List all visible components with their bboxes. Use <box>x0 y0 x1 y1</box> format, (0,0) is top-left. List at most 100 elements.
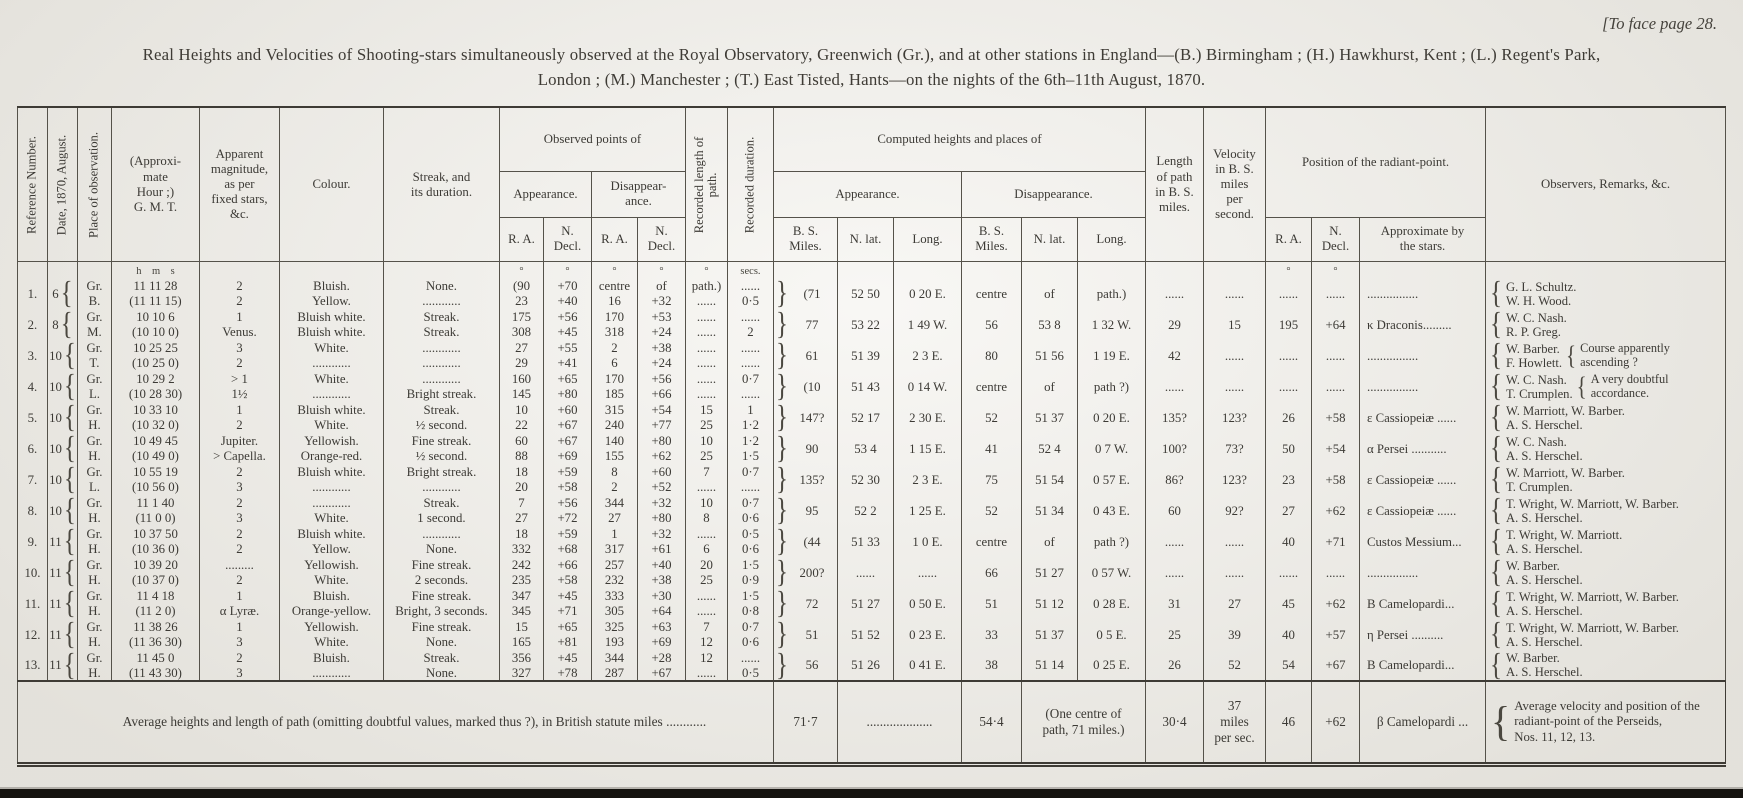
cell-date: 10{ <box>46 431 78 467</box>
comp-miles-wrap: } 135? <box>776 464 835 496</box>
page-title: Real Heights and Velocities of Shooting-… <box>0 0 1743 92</box>
cell-length: 60 <box>1145 495 1204 527</box>
unit-cell <box>1358 261 1487 279</box>
cell-velocity: 27 <box>1203 588 1266 620</box>
observers-wrap: {W. Marriott, W. Barber. T. Crumplen. <box>1490 464 1723 496</box>
cell-magnitude: 3 <box>198 479 280 496</box>
cell-duration: ...... <box>726 386 774 403</box>
cell-comp-app-long: 2 30 E. <box>892 402 962 434</box>
observers-wrap: {W. C. Nash. T. Crumplen.{A very doubtfu… <box>1490 369 1723 405</box>
cell-dis-decl: +24 <box>636 324 686 341</box>
cell-reference-number: 12. <box>16 619 48 651</box>
cell-comp-dis-miles: 51 <box>960 588 1022 620</box>
col-header-comp-dis-long: Long. <box>1076 216 1147 262</box>
cell-comp-dis-miles: 56 <box>960 309 1022 341</box>
unit-cell <box>16 261 48 279</box>
cell-dis-ra: 305 <box>590 603 638 620</box>
brace-icon: { <box>63 462 76 498</box>
cell-rad-ra: 40 <box>1265 619 1312 651</box>
cell-velocity: 123? <box>1203 464 1266 496</box>
unit-cell <box>1145 261 1204 279</box>
cell-dis-ra: 2 <box>590 479 638 496</box>
cell-place: Gr. <box>76 619 112 635</box>
cell-dis-ra: 257 <box>590 557 638 573</box>
cell-streak: None. <box>382 634 500 651</box>
observation-row: H. (11 36 30) 3 White. None. 165 +81 193 +69 12 0·… <box>17 634 1725 651</box>
cell-duration: 0·6 <box>726 634 774 651</box>
cell-dis-ra: 344 <box>590 650 638 666</box>
unit-cell <box>382 261 500 279</box>
cell-dis-decl: +38 <box>636 572 686 589</box>
observation-row: 9. 11{Gr. 10 37 50 2 Bluish white...........… <box>16 526 1727 558</box>
cell-rad-ra: ...... <box>1265 340 1312 372</box>
cell-duration: 0·6 <box>726 541 774 558</box>
cell-dis-ra: 318 <box>590 324 638 341</box>
unit-cell: secs. <box>726 261 774 279</box>
average-radiant-stars: β Camelopardi ... <box>1358 680 1486 765</box>
col-header-date-label: Date, 1870, August. <box>54 134 69 235</box>
brace-icon: { <box>63 431 76 467</box>
cell-date: 11{ <box>46 526 78 558</box>
cell-rad-ra: 26 <box>1265 402 1312 434</box>
cell-path: 25 <box>684 417 728 434</box>
cell-length: 26 <box>1145 650 1204 682</box>
cell-colour: White. <box>278 634 384 651</box>
date-value: 11 <box>49 658 62 673</box>
cell-hour: (10 36 0) <box>110 541 200 558</box>
cell-comp-app-lat: 52 17 <box>836 402 894 434</box>
cell-app-decl: +81 <box>542 634 592 651</box>
cell-dis-decl: +38 <box>636 340 686 356</box>
cell-magnitude: 3 <box>198 665 280 682</box>
cell-dis-decl: +61 <box>636 541 686 558</box>
cell-rad-ra: ...... <box>1265 557 1312 589</box>
cell-place: Gr. <box>76 402 112 418</box>
cell-place: H. <box>76 541 112 558</box>
cell-comp-app-long: 0 20 E. <box>892 278 962 310</box>
comp-app-miles-value: 147? <box>799 410 825 425</box>
cell-app-decl: +58 <box>542 572 592 589</box>
cell-app-decl: +71 <box>542 603 592 620</box>
cell-hour: (11 0 0) <box>110 510 200 527</box>
cell-app-decl: +56 <box>542 309 592 325</box>
cell-duration: ...... <box>726 340 774 356</box>
comp-miles-wrap: } 51 <box>776 619 835 651</box>
cell-rad-ra: ...... <box>1265 278 1312 310</box>
cell-duration: 0·5 <box>726 526 774 542</box>
cell-velocity: ...... <box>1203 278 1266 310</box>
cell-dis-decl: +53 <box>636 309 686 325</box>
cell-rad-stars: κ Draconis......... <box>1358 309 1487 341</box>
cell-date: 10{ <box>46 371 78 403</box>
cell-comp-dis-long: 0 43 E. <box>1076 495 1147 527</box>
page-title-line-2: London ; (M.) Manchester ; (T.) East Tis… <box>537 70 1206 90</box>
col-header-comp-dis-bs-miles: B. S. Miles. <box>960 216 1022 262</box>
cell-reference-number: 4. <box>16 371 48 403</box>
cell-rad-ra: 40 <box>1265 526 1312 558</box>
unit-cell: h m s <box>110 261 200 279</box>
cell-comp-dis-lat: 52 4 <box>1020 433 1078 465</box>
cell-velocity: 39 <box>1203 619 1266 651</box>
comp-miles-wrap: } 200? <box>776 557 835 589</box>
cell-hour: (11 11 15) <box>110 293 200 310</box>
cell-streak: 2 seconds. <box>382 572 500 589</box>
cell-streak: ............ <box>382 355 500 372</box>
cell-velocity: ...... <box>1203 371 1266 403</box>
brace-icon: { <box>1490 369 1503 405</box>
observation-row: H. (10 32 0) 2 White. ½ second. 22 +67 240 +77 25… <box>17 417 1725 434</box>
cell-streak: None. <box>382 665 500 682</box>
observation-row: H. (10 36 0) 2 Yellow. None. 332 +68 317 +61 6 0·6 <box>17 541 1725 558</box>
col-header-app-ra: R. A. <box>498 216 544 262</box>
subheader-computed-appearance: Appearance. <box>772 170 962 218</box>
cell-dis-ra: 27 <box>590 510 638 527</box>
cell-colour: Yellowish. <box>278 619 384 635</box>
cell-app-ra: 10 <box>498 402 544 418</box>
cell-comp-app-long: 2 3 E. <box>892 464 962 496</box>
col-header-colour: Colour. <box>278 106 384 262</box>
cell-streak: ............ <box>382 371 500 387</box>
cell-rad-ra: 50 <box>1265 433 1312 465</box>
comp-miles-wrap: } 56 <box>776 649 835 681</box>
cell-magnitude: Venus. <box>198 324 280 341</box>
cell-comp-dis-lat: of <box>1020 526 1078 558</box>
cell-comp-app-long: ...... <box>892 557 962 589</box>
cell-comp-app-lat: 51 33 <box>836 526 894 558</box>
cell-dis-ra: 240 <box>590 417 638 434</box>
